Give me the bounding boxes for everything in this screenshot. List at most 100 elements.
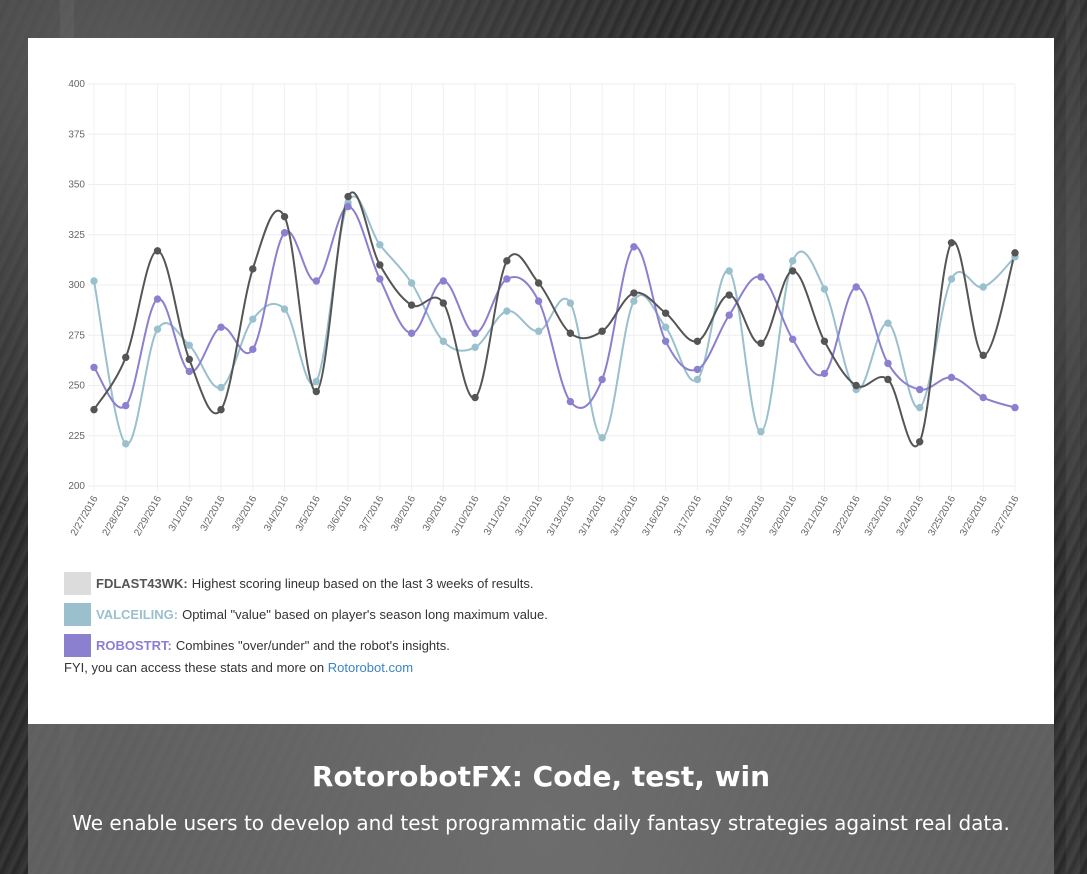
x-tick-label: 3/21/2016 (799, 494, 831, 538)
y-tick-label: 375 (68, 129, 85, 140)
data-point-valceiling (757, 428, 765, 436)
hero-subtitle: We enable users to develop and test prog… (72, 811, 1010, 835)
data-point-robostrt (185, 367, 193, 376)
legend-text: Combines "over/under" and the robot's in… (175, 638, 450, 653)
data-point-robostrt (947, 373, 956, 382)
x-tick-label: 3/19/2016 (736, 494, 768, 538)
x-tick-label: 2/28/2016 (101, 494, 133, 538)
x-tick-label: 3/17/2016 (672, 494, 704, 538)
legend-key: VALCEILING: (96, 607, 179, 622)
data-point-fdlast43wk (693, 337, 702, 345)
chart-card: 200 225 250 275 300 325 350 375 400 2/27/2016 2/28… (28, 38, 1054, 724)
data-point-fdlast43wk (90, 405, 98, 414)
x-tick-label: 3/3/2016 (230, 494, 259, 534)
data-point-valceiling (376, 241, 384, 249)
y-tick-label: 400 (68, 79, 85, 90)
x-tick-label: 3/1/2016 (167, 494, 196, 534)
data-point-fdlast43wk (407, 301, 416, 309)
fyi-note: FYI, you can access these stats and more… (64, 660, 413, 675)
data-point-robostrt (344, 202, 352, 211)
data-point-robostrt (630, 243, 638, 251)
data-point-fdlast43wk (1011, 249, 1019, 257)
x-tick-label: 2/27/2016 (69, 494, 101, 538)
data-point-valceiling (439, 337, 448, 345)
x-tick-label: 3/2/2016 (199, 494, 228, 534)
x-tick-label: 3/24/2016 (895, 494, 927, 538)
data-point-valceiling (884, 319, 892, 327)
data-point-fdlast43wk (852, 381, 860, 390)
x-tick-label: 3/20/2016 (768, 494, 800, 538)
data-point-valceiling (280, 305, 289, 313)
series-line-fdlast43wk (93, 191, 1016, 447)
data-point-valceiling (503, 307, 511, 315)
y-tick-label: 225 (68, 431, 85, 442)
data-point-fdlast43wk (217, 405, 225, 414)
x-tick-label: 3/15/2016 (609, 494, 641, 538)
data-point-valceiling (407, 279, 416, 287)
data-point-fdlast43wk (122, 353, 130, 362)
data-point-valceiling (217, 383, 225, 392)
data-point-robostrt (439, 277, 448, 285)
data-point-fdlast43wk (566, 329, 575, 337)
rotorobot-link[interactable]: Rotorobot.com (327, 660, 414, 675)
x-tick-label: 3/27/2016 (990, 494, 1022, 538)
x-tick-label: 3/11/2016 (482, 494, 514, 538)
x-tick-label: 3/4/2016 (262, 494, 291, 534)
legend: FDLAST43WK: Highest scoring lineup based… (64, 568, 1024, 661)
data-point-fdlast43wk (757, 339, 765, 347)
data-point-robostrt (503, 275, 511, 283)
x-tick-label: 3/6/2016 (326, 494, 355, 534)
y-tick-label: 200 (68, 481, 85, 492)
data-point-fdlast43wk (153, 247, 162, 255)
data-point-robostrt (566, 397, 575, 406)
data-point-robostrt (1011, 403, 1019, 412)
data-point-valceiling (534, 327, 543, 335)
data-point-fdlast43wk (979, 351, 987, 360)
x-tick-label: 3/14/2016 (577, 494, 609, 538)
data-point-robostrt (661, 337, 670, 345)
data-point-robostrt (979, 393, 987, 402)
data-point-valceiling (185, 341, 193, 349)
data-point-fdlast43wk (376, 261, 384, 269)
x-tick-label: 3/25/2016 (926, 494, 958, 538)
robostrt-swatch (64, 634, 91, 657)
data-point-fdlast43wk (725, 291, 733, 299)
data-point-fdlast43wk (471, 393, 479, 402)
hero-banner: RotorobotFX: Code, test, win We enable u… (28, 724, 1054, 874)
data-point-fdlast43wk (916, 438, 924, 446)
data-point-valceiling (820, 285, 829, 293)
hero-title: RotorobotFX: Code, test, win (311, 760, 771, 793)
data-point-valceiling (916, 403, 924, 412)
data-point-robostrt (376, 275, 384, 283)
data-point-fdlast43wk (661, 309, 670, 317)
data-point-fdlast43wk (280, 212, 289, 221)
data-point-valceiling (693, 375, 702, 384)
series-line-robostrt (93, 205, 1016, 409)
legend-item-robostrt: ROBOSTRT: Combines "over/under" and the … (64, 630, 1024, 661)
data-point-valceiling (598, 434, 606, 442)
x-tick-label: 3/12/2016 (513, 494, 545, 538)
data-point-robostrt (788, 335, 797, 343)
data-point-fdlast43wk (344, 192, 352, 201)
data-point-robostrt (534, 297, 543, 305)
data-point-fdlast43wk (947, 239, 956, 247)
data-point-fdlast43wk (312, 387, 321, 396)
series-line-valceiling (93, 195, 1016, 445)
data-point-robostrt (471, 329, 479, 337)
y-tick-label: 350 (68, 180, 85, 191)
data-point-robostrt (153, 295, 162, 303)
fyi-text: FYI, you can access these stats and more… (64, 660, 325, 675)
data-point-valceiling (788, 257, 797, 265)
data-point-valceiling (725, 267, 733, 275)
data-point-robostrt (820, 369, 829, 378)
x-tick-label: 3/26/2016 (958, 494, 990, 538)
data-point-robostrt (90, 363, 98, 372)
data-point-valceiling (661, 323, 670, 331)
legend-text: Highest scoring lineup based on the last… (191, 576, 534, 591)
legend-item-fdlast43wk: FDLAST43WK: Highest scoring lineup based… (64, 568, 1024, 599)
y-tick-label: 275 (68, 330, 85, 341)
x-tick-label: 3/5/2016 (294, 494, 323, 534)
y-tick-label: 300 (68, 280, 85, 291)
legend-key: ROBOSTRT: (96, 638, 172, 653)
data-point-robostrt (217, 323, 225, 331)
